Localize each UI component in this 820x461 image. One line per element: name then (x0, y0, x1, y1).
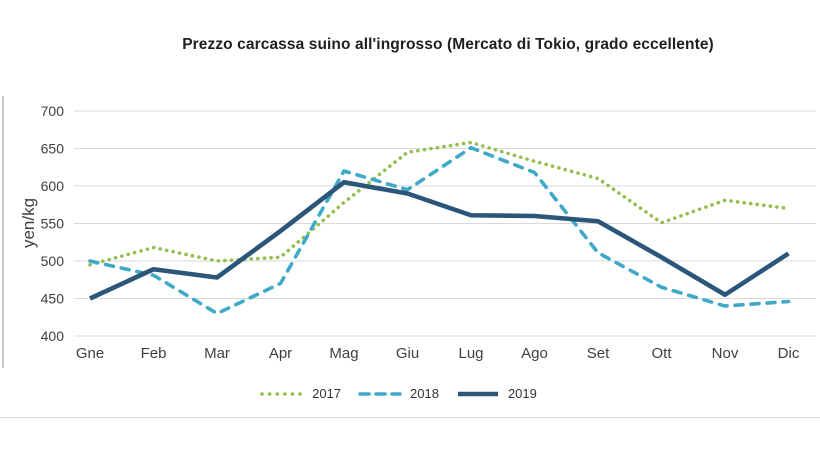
legend-swatch-2019-solid-line (457, 391, 498, 396)
x-tick-label: Feb (141, 345, 167, 362)
x-tick-label: Nov (712, 345, 739, 362)
y-tick-label: 400 (41, 328, 65, 344)
chart-canvas: 400 450 500 550 600 650 700 Gne Feb Mar Apr Mag Giu L… (41, 103, 816, 362)
legend-label: 2019 (507, 386, 537, 401)
frame-left-rule (2, 96, 4, 368)
legend-swatch-2017-dotted-line (260, 391, 304, 396)
legend-item-2019: 2019 (455, 386, 537, 401)
series-line-2017 (88, 140, 791, 267)
series-line-2018 (88, 145, 791, 316)
legend-label: 2017 (312, 386, 342, 401)
x-tick-label: Giu (396, 345, 419, 362)
legend-swatch-2018-dashed-line (358, 391, 402, 396)
chart-legend: 2017 2018 2019 (0, 386, 808, 401)
x-tick-label: Ago (521, 345, 548, 362)
series-line-2019 (89, 179, 790, 301)
y-tick-label: 550 (41, 216, 65, 232)
y-tick-label: 450 (41, 291, 65, 307)
y-tick-label: 700 (41, 103, 65, 119)
frame-bottom-rule (0, 417, 820, 418)
y-tick-label: 650 (41, 141, 65, 157)
x-tick-label: Apr (269, 345, 292, 362)
y-tick-label: 600 (41, 178, 65, 194)
y-tick-label: 500 (41, 253, 65, 269)
x-tick-label: Lug (458, 345, 483, 362)
x-tick-label: Mag (329, 345, 358, 362)
legend-item-2017: 2017 (259, 386, 341, 401)
x-tick-label: Dic (778, 345, 800, 362)
legend-item-2018: 2018 (357, 386, 439, 401)
x-tick-label: Gne (76, 345, 104, 362)
chart-title: Prezzo carcassa suino all'ingrosso (Merc… (182, 36, 714, 53)
x-tick-label: Ott (651, 345, 672, 362)
x-tick-label: Mar (204, 345, 230, 362)
legend-label: 2018 (410, 386, 439, 401)
x-tick-label: Set (587, 345, 610, 362)
